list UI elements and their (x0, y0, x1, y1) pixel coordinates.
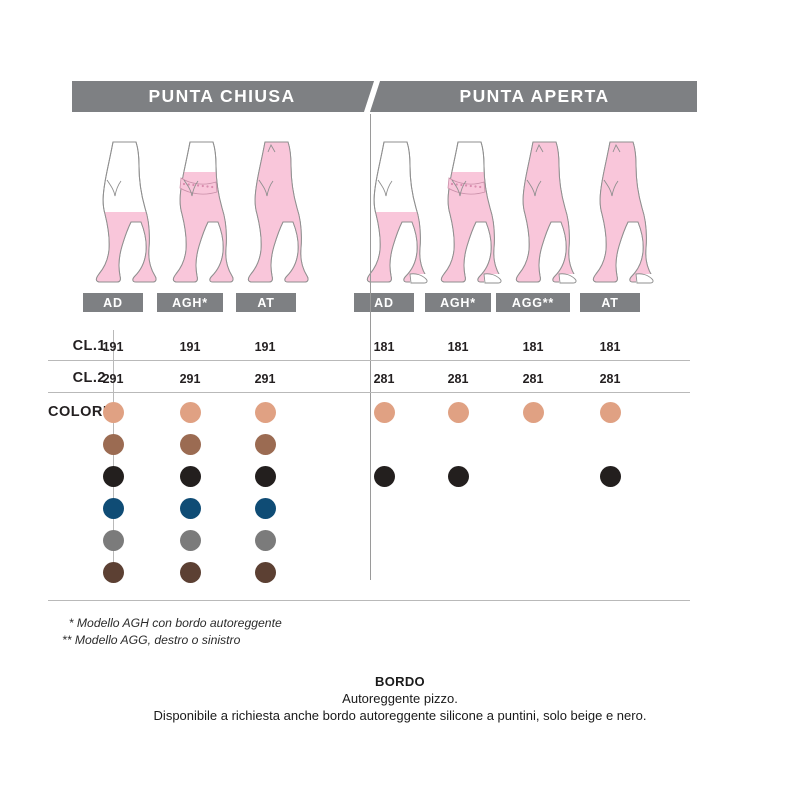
row-rule-1 (48, 360, 690, 361)
color-swatch-aperta-AT-beige[interactable] (599, 402, 621, 423)
color-swatch-aperta-AD-beige[interactable] (373, 402, 395, 423)
badge-punta-aperta-AGG[interactable]: AGG** (496, 293, 570, 312)
group-divider-vertical (370, 114, 371, 580)
footnote-1: * Modello AGH con bordo autoreggente (62, 616, 282, 630)
cell-cl2-punta-chiusa-AT: 291 (254, 372, 276, 386)
color-swatch-chiusa-AT-black[interactable] (254, 466, 276, 487)
leg-illustration-punta-aperta-AD (354, 138, 432, 288)
cell-cl1-punta-aperta-AT: 181 (599, 340, 621, 354)
cell-cl1-punta-aperta-AD: 181 (373, 340, 395, 354)
badge-punta-chiusa-AT[interactable]: AT (236, 293, 296, 312)
cell-cl1-punta-aperta-AGG: 181 (522, 340, 544, 354)
leg-illustration-row (48, 138, 690, 288)
product-code-badge-row: AD AGH* AT AD AGH* AGG** AT (48, 293, 690, 312)
color-swatch-chiusa-AD-beige[interactable] (102, 402, 124, 423)
table-bottom-rule (48, 600, 690, 601)
footer-block: BORDO Autoreggente pizzo. Disponibile a … (0, 673, 800, 724)
color-swatch-chiusa-AGH-grey[interactable] (179, 530, 201, 551)
footer-line-1: Autoreggente pizzo. (342, 691, 458, 706)
cell-cl2-punta-aperta-AGG: 281 (522, 372, 544, 386)
row-label-cl2: CL.2 (72, 370, 106, 386)
color-swatch-aperta-AGH-beige[interactable] (447, 402, 469, 423)
footer-line-2: Disponibile a richiesta anche bordo auto… (153, 708, 647, 723)
row-rule-2 (48, 392, 690, 393)
color-swatch-chiusa-AT-beige[interactable] (254, 402, 276, 423)
color-swatch-chiusa-AD-blue[interactable] (102, 498, 124, 519)
leg-illustration-punta-aperta-AGH (428, 138, 506, 288)
color-swatch-aperta-AD-black[interactable] (373, 466, 395, 487)
cell-cl1-punta-chiusa-AD: 191 (102, 340, 124, 354)
color-swatch-chiusa-AGH-black[interactable] (179, 466, 201, 487)
label-column-divider (113, 330, 114, 580)
color-swatch-aperta-AGG-beige[interactable] (522, 402, 544, 423)
color-swatch-chiusa-AGH-beige[interactable] (179, 402, 201, 423)
row-label-cl1: CL.1 (72, 338, 106, 354)
color-swatch-chiusa-AD-grey[interactable] (102, 530, 124, 551)
leg-illustration-punta-chiusa-AT (235, 138, 313, 288)
leg-illustration-punta-aperta-AT (580, 138, 658, 288)
cell-cl2-punta-aperta-AD: 281 (373, 372, 395, 386)
cell-cl2-punta-chiusa-AGH: 291 (179, 372, 201, 386)
color-swatch-chiusa-AT-blue[interactable] (254, 498, 276, 519)
leg-illustration-punta-chiusa-AGH (160, 138, 238, 288)
cell-cl2-punta-chiusa-AD: 291 (102, 372, 124, 386)
color-swatch-chiusa-AD-tan-brown[interactable] (102, 434, 124, 455)
color-swatch-chiusa-AT-grey[interactable] (254, 530, 276, 551)
cell-cl1-punta-chiusa-AGH: 191 (179, 340, 201, 354)
badge-punta-aperta-AT[interactable]: AT (580, 293, 640, 312)
leg-illustration-punta-chiusa-AD (83, 138, 161, 288)
badge-punta-aperta-AGH[interactable]: AGH* (425, 293, 491, 312)
color-swatch-aperta-AGH-black[interactable] (447, 466, 469, 487)
color-swatch-chiusa-AT-dark-brown[interactable] (254, 562, 276, 583)
color-swatch-chiusa-AD-black[interactable] (102, 466, 124, 487)
color-swatch-aperta-AT-black[interactable] (599, 466, 621, 487)
row-label-colori: COLORI (48, 404, 108, 420)
footnote-2: ** Modello AGG, destro o sinistro (62, 633, 241, 647)
cell-cl1-punta-chiusa-AT: 191 (254, 340, 276, 354)
badge-punta-aperta-AD[interactable]: AD (354, 293, 414, 312)
specification-table: CL.1 191 191 191 181 181 181 181 CL.2 291 291 291 28… (48, 114, 690, 601)
color-swatch-chiusa-AT-tan-brown[interactable] (254, 434, 276, 455)
color-swatch-chiusa-AGH-tan-brown[interactable] (179, 434, 201, 455)
cell-cl1-punta-aperta-AGH: 181 (447, 340, 469, 354)
badge-punta-chiusa-AD[interactable]: AD (83, 293, 143, 312)
color-swatch-chiusa-AGH-blue[interactable] (179, 498, 201, 519)
cell-cl2-punta-aperta-AGH: 281 (447, 372, 469, 386)
footer-title: BORDO (375, 674, 425, 689)
color-swatch-chiusa-AGH-dark-brown[interactable] (179, 562, 201, 583)
leg-illustration-punta-aperta-AGG (503, 138, 581, 288)
color-swatch-chiusa-AD-dark-brown[interactable] (102, 562, 124, 583)
cell-cl2-punta-aperta-AT: 281 (599, 372, 621, 386)
footnote-block: * Modello AGH con bordo autoreggente ** M… (62, 615, 662, 649)
header-punta-aperta: PUNTA APERTA (459, 86, 610, 106)
category-header-bar: PUNTA CHIUSA PUNTA APERTA (72, 81, 697, 112)
badge-punta-chiusa-AGH[interactable]: AGH* (157, 293, 223, 312)
header-punta-chiusa: PUNTA CHIUSA (148, 86, 296, 106)
